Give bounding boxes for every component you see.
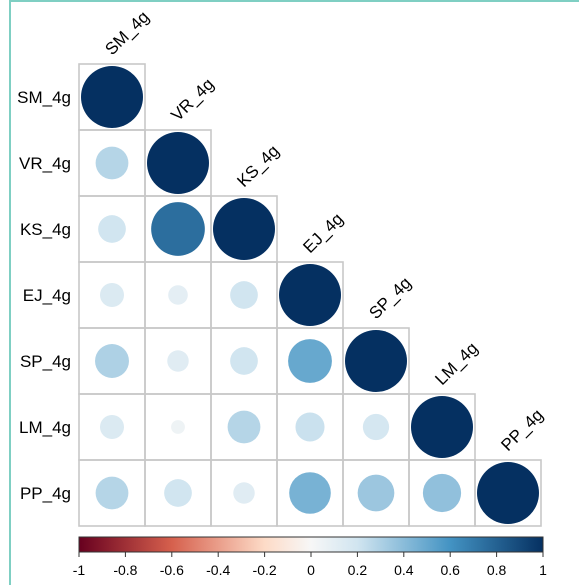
- corr-circle-LM_4g-EJ_4g: [295, 412, 325, 442]
- corr-circle-PP_4g-SP_4g: [357, 474, 395, 512]
- corr-circle-VR_4g-SM_4g: [95, 146, 129, 180]
- corr-circle-SP_4g-KS_4g: [230, 347, 258, 375]
- row-label: PP_4g: [20, 484, 71, 503]
- row-label: EJ_4g: [23, 286, 71, 305]
- corr-circle-PP_4g-EJ_4g: [289, 472, 331, 514]
- colorbar-tick-label: 1: [539, 562, 547, 578]
- corr-circle-EJ_4g-SM_4g: [99, 282, 125, 308]
- row-label: KS_4g: [20, 220, 71, 239]
- corr-circle-EJ_4g-KS_4g: [230, 281, 258, 309]
- corr-circle-PP_4g-SM_4g: [95, 476, 129, 510]
- column-label: PP_4g: [497, 405, 547, 455]
- cell-grid: [78, 63, 542, 527]
- column-label: LM_4g: [431, 339, 481, 389]
- colorbar: -1 -0.8 -0.6 -0.4 -0.2 0 0.2 0.4 0.6 0.8 1: [73, 536, 547, 578]
- corr-circle-LM_4g-SM_4g: [99, 414, 125, 440]
- corr-circle-KS_4g-VR_4g: [151, 202, 205, 256]
- column-label: EJ_4g: [299, 209, 347, 257]
- corr-circle-SP_4g-EJ_4g: [288, 339, 332, 383]
- corr-circle-VR_4g-VR_4g: [147, 132, 209, 194]
- corr-circle-SP_4g-SP_4g: [345, 330, 407, 392]
- row-label: SM_4g: [17, 88, 71, 107]
- corr-circle-KS_4g-KS_4g: [213, 198, 275, 260]
- colorbar-tick-label: -0.8: [113, 562, 137, 578]
- corr-circle-SP_4g-VR_4g: [167, 350, 189, 372]
- corr-circle-EJ_4g-EJ_4g: [279, 264, 341, 326]
- corr-circle-PP_4g-PP_4g: [477, 462, 539, 524]
- colorbar-tick-label: 0.8: [487, 562, 507, 578]
- colorbar-tick-label: 0: [307, 562, 315, 578]
- row-labels: SM_4g VR_4g KS_4g EJ_4g SP_4g LM_4g PP_4g: [17, 88, 71, 503]
- row-label: LM_4g: [19, 418, 71, 437]
- corr-circle-KS_4g-SM_4g: [98, 215, 126, 243]
- corr-circle-LM_4g-VR_4g: [171, 420, 185, 434]
- column-label: KS_4g: [233, 141, 283, 191]
- colorbar-gradient: [78, 536, 544, 553]
- colorbar-tick-label: 0.4: [394, 562, 414, 578]
- plot-frame: [9, 0, 579, 585]
- colorbar-tick-label: -0.2: [253, 562, 277, 578]
- colorbar-tick-label: -1: [73, 562, 86, 578]
- column-label: SM_4g: [101, 7, 153, 59]
- column-label: SP_4g: [365, 273, 415, 323]
- corr-circle-SP_4g-SM_4g: [95, 344, 129, 378]
- corr-circle-LM_4g-LM_4g: [411, 396, 473, 458]
- corr-circle-SM_4g-SM_4g: [81, 66, 143, 128]
- colorbar-tick-label: -0.4: [206, 562, 230, 578]
- corr-circle-LM_4g-KS_4g: [227, 410, 261, 444]
- corr-circle-PP_4g-VR_4g: [164, 479, 192, 507]
- grid-cell: [474, 459, 542, 527]
- corr-circle-PP_4g-KS_4g: [233, 482, 255, 504]
- circle-layer: [81, 66, 539, 524]
- row-label: SP_4g: [20, 352, 71, 371]
- corr-circle-PP_4g-LM_4g: [422, 473, 462, 513]
- corr-circle-LM_4g-SP_4g: [362, 413, 390, 441]
- corr-circle-EJ_4g-VR_4g: [168, 285, 188, 305]
- row-label: VR_4g: [19, 154, 71, 173]
- column-label: VR_4g: [167, 75, 217, 125]
- colorbar-tick-label: 0.6: [440, 562, 460, 578]
- colorbar-tick-label: -0.6: [160, 562, 184, 578]
- colorbar-tick-label: 0.2: [348, 562, 368, 578]
